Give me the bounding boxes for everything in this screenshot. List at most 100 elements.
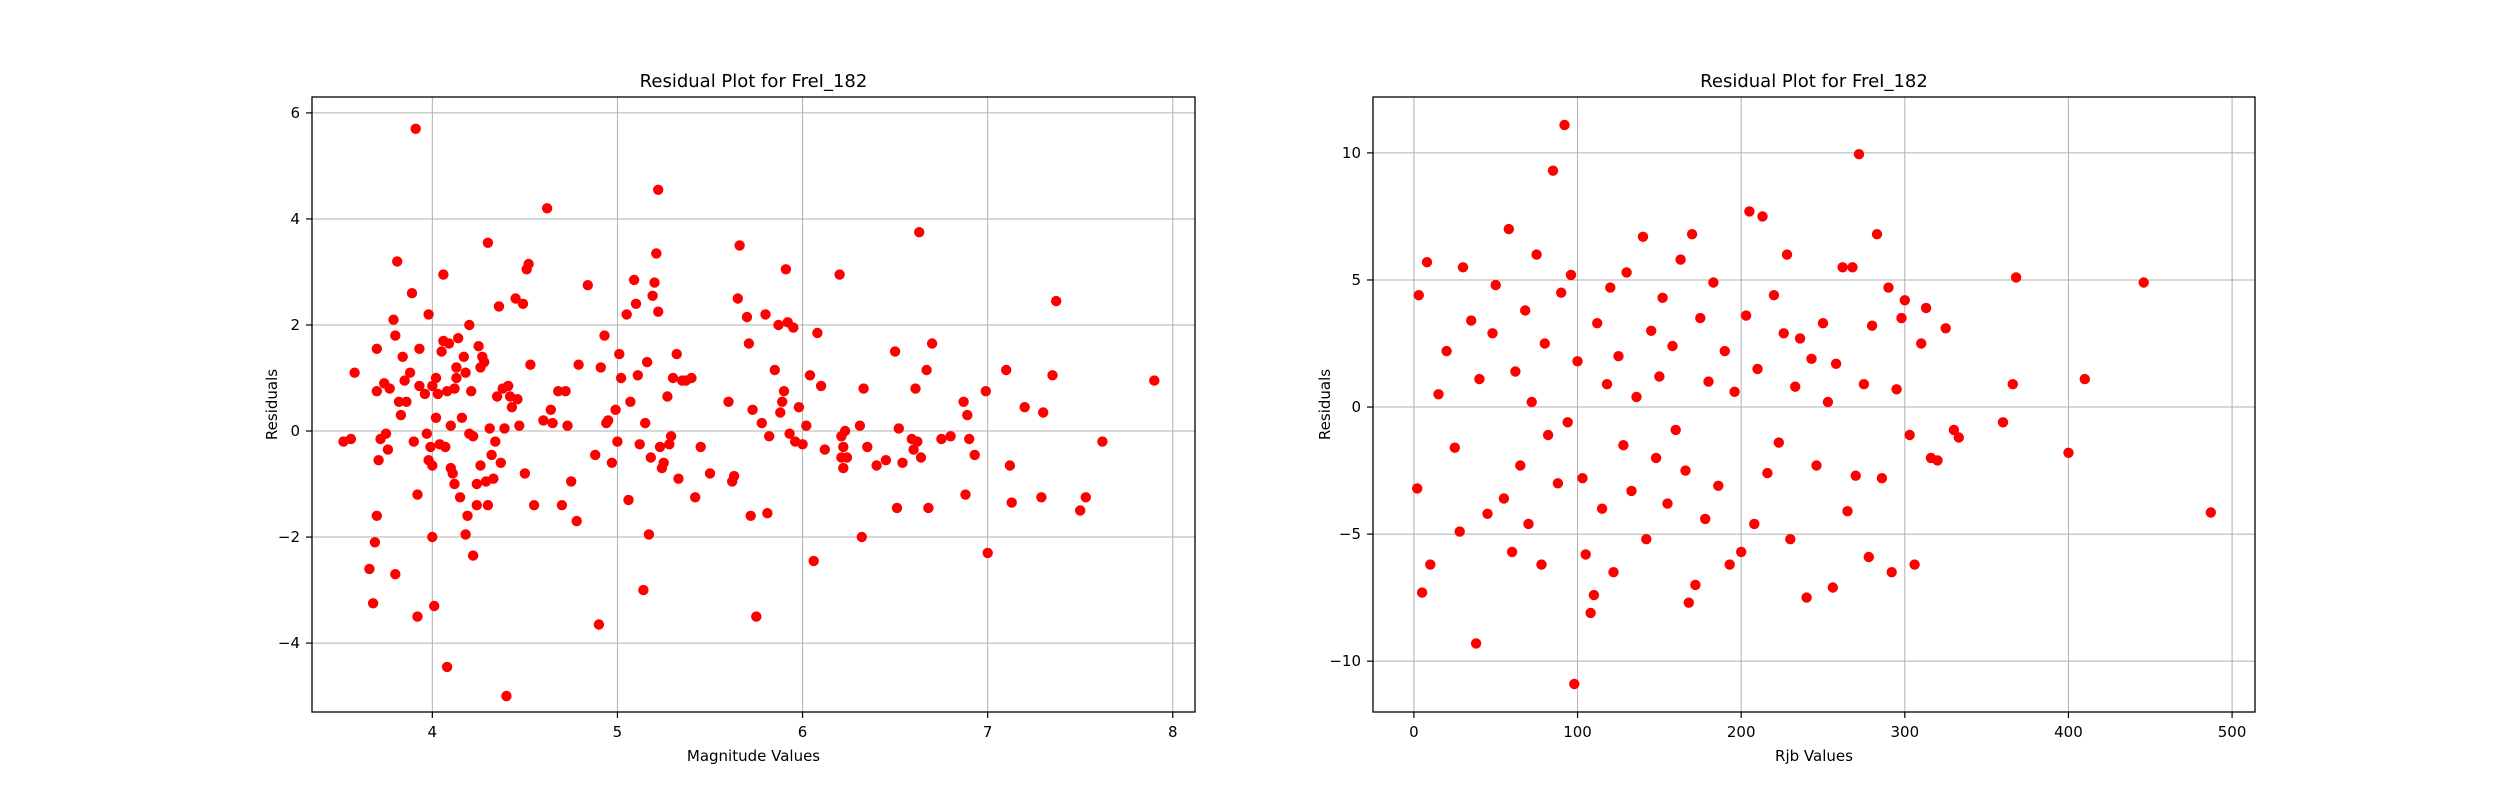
y-tick-label: −5: [1339, 525, 1361, 543]
data-point: [2007, 379, 2019, 390]
data-point: [1883, 282, 1894, 293]
data-point: [425, 441, 436, 453]
data-point: [392, 256, 403, 267]
data-point: [945, 431, 956, 442]
data-point: [728, 470, 740, 482]
data-point: [447, 468, 458, 479]
data-point: [1618, 440, 1629, 451]
data-point: [482, 500, 494, 511]
data-point: [445, 420, 456, 431]
data-point: [382, 444, 394, 455]
x-tick-label: 100: [1563, 723, 1592, 741]
data-point: [1650, 452, 1662, 464]
data-point: [641, 356, 653, 368]
data-point: [603, 415, 614, 426]
data-point: [1490, 279, 1501, 291]
data-point: [623, 494, 634, 506]
data-point: [1536, 559, 1547, 570]
data-point: [541, 203, 553, 214]
data-point: [547, 417, 558, 429]
data-point: [647, 290, 658, 301]
y-axis-label: Residuals: [1316, 369, 1334, 440]
data-point: [519, 468, 531, 479]
data-point: [982, 547, 993, 559]
data-point: [1454, 526, 1465, 537]
y-tick-label: −2: [278, 528, 300, 546]
data-point: [436, 346, 447, 357]
data-point: [371, 510, 382, 521]
data-point: [1562, 417, 1573, 428]
data-point: [1744, 206, 1755, 217]
data-point: [621, 309, 632, 320]
y-tick-label: 6: [290, 104, 300, 122]
x-tick-label: 0: [1409, 723, 1419, 741]
data-point: [393, 396, 405, 407]
data-point: [371, 343, 382, 354]
data-point: [1909, 559, 1920, 570]
y-tick-label: −4: [278, 634, 300, 652]
data-point: [1683, 597, 1695, 608]
data-point: [638, 584, 649, 596]
chart-title: Residual Plot for FreI_182: [1700, 71, 1928, 92]
data-point: [1482, 508, 1493, 519]
data-point: [734, 240, 745, 251]
data-point: [1822, 396, 1834, 408]
data-point: [1662, 498, 1673, 509]
data-point: [501, 690, 512, 702]
data-point: [1752, 363, 1763, 375]
x-tick-label: 8: [1168, 723, 1178, 741]
data-point: [1592, 318, 1603, 329]
data-point: [410, 123, 421, 134]
data-point: [854, 420, 866, 431]
data-point: [908, 444, 919, 455]
data-point: [743, 338, 755, 349]
data-point: [1997, 417, 2009, 428]
data-point: [964, 433, 975, 445]
data-point: [645, 452, 656, 463]
data-point: [1004, 460, 1016, 471]
data-point: [429, 600, 440, 612]
data-point: [1038, 407, 1049, 418]
data-point: [1569, 678, 1580, 690]
data-point: [453, 333, 464, 344]
data-point: [1948, 424, 1960, 436]
data-point: [915, 452, 927, 463]
data-point: [756, 417, 767, 429]
data-point: [371, 386, 382, 397]
data-point: [838, 462, 849, 474]
data-point: [1047, 370, 1058, 381]
data-point: [1817, 318, 1829, 329]
data-point: [556, 500, 568, 511]
data-point: [1515, 460, 1526, 471]
data-point: [1556, 287, 1567, 298]
data-point: [1953, 432, 1965, 443]
data-point: [1713, 480, 1724, 491]
data-point: [1896, 312, 1907, 324]
data-point: [858, 383, 869, 394]
data-point: [634, 439, 645, 450]
data-point: [1708, 277, 1719, 288]
data-point: [482, 237, 494, 248]
plot-frame: [1372, 96, 2256, 713]
data-point: [419, 388, 431, 400]
y-tick-label: 10: [1342, 144, 1361, 162]
data-point: [640, 417, 651, 429]
data-point: [399, 375, 410, 386]
data-point: [1621, 267, 1632, 278]
data-point: [397, 351, 408, 362]
data-point: [517, 298, 529, 309]
data-point: [628, 274, 640, 286]
data-point: [871, 460, 882, 471]
data-point: [595, 362, 606, 373]
data-point: [1585, 607, 1596, 619]
data-point: [1778, 328, 1789, 339]
data-point: [427, 531, 438, 543]
data-point: [449, 383, 460, 394]
x-tick-label: 5: [613, 723, 623, 741]
data-point: [1686, 229, 1698, 240]
data-point: [1670, 424, 1681, 436]
data-point: [653, 184, 664, 195]
data-point: [380, 428, 392, 439]
